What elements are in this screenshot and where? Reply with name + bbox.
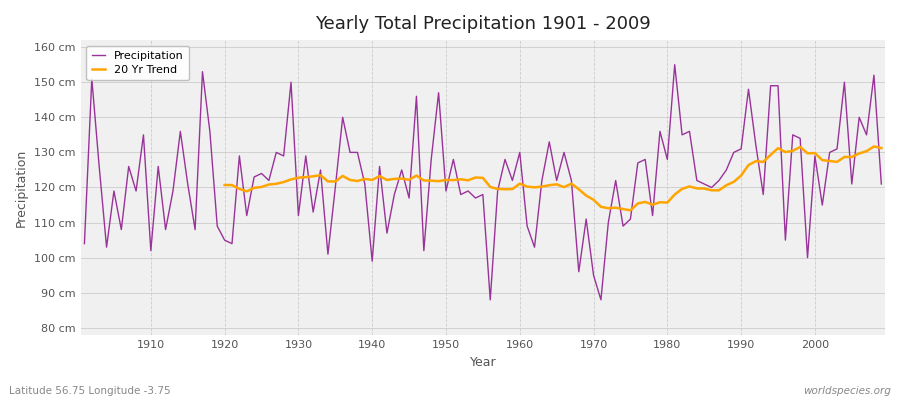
- Line: Precipitation: Precipitation: [85, 65, 881, 300]
- Precipitation: [301, 154, 311, 158]
- Precipitation: [522, 224, 533, 228]
- Precipitation: [138, 132, 148, 137]
- Title: Yearly Total Precipitation 1901 - 2009: Yearly Total Precipitation 1901 - 2009: [315, 15, 651, 33]
- 20 Yr Trend: [301, 175, 311, 180]
- Precipitation: [79, 241, 90, 246]
- Precipitation: [485, 297, 496, 302]
- 20 Yr Trend: [603, 206, 614, 211]
- Precipitation: [876, 182, 886, 186]
- Precipitation: [670, 62, 680, 67]
- 20 Yr Trend: [515, 181, 526, 186]
- Precipitation: [345, 150, 356, 155]
- 20 Yr Trend: [507, 187, 517, 192]
- Text: worldspecies.org: worldspecies.org: [803, 386, 891, 396]
- X-axis label: Year: Year: [470, 356, 496, 369]
- Line: 20 Yr Trend: 20 Yr Trend: [225, 146, 881, 210]
- Precipitation: [610, 178, 621, 183]
- Text: Latitude 56.75 Longitude -3.75: Latitude 56.75 Longitude -3.75: [9, 386, 171, 396]
- 20 Yr Trend: [345, 178, 356, 182]
- Legend: Precipitation, 20 Yr Trend: Precipitation, 20 Yr Trend: [86, 46, 189, 80]
- 20 Yr Trend: [876, 146, 886, 150]
- Precipitation: [515, 150, 526, 155]
- Y-axis label: Precipitation: Precipitation: [15, 148, 28, 227]
